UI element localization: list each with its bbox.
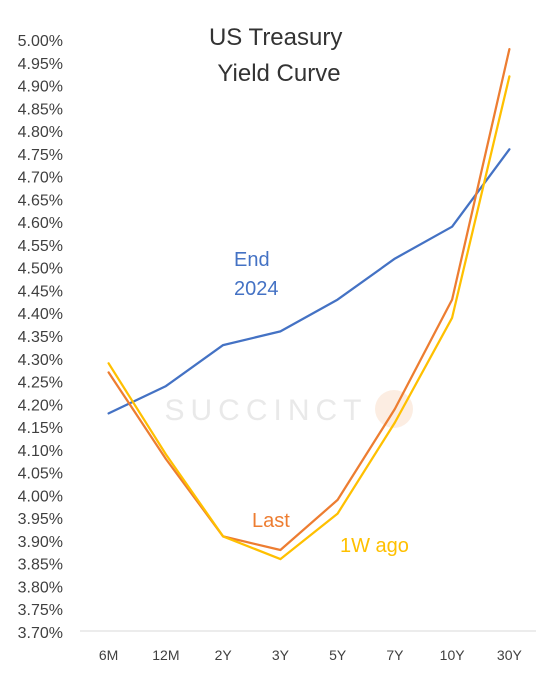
y-tick-label: 4.40% [18,306,63,323]
watermark-text: SUCCINCT [165,394,368,427]
y-tick-label: 4.50% [18,261,63,278]
y-tick-label: 4.10% [18,443,63,460]
x-tick-label: 2Y [215,647,233,663]
y-tick-label: 4.70% [18,170,63,187]
y-axis: 3.70% 3.75% 3.80% 3.85% 3.90% 3.95% 4.00% 4.05%… [18,33,63,642]
series-label-1w-ago: 1W ago [340,535,409,557]
y-tick-label: 4.15% [18,420,63,437]
y-tick-label: 4.35% [18,329,63,346]
x-axis: 6M 12M 2Y 3Y 5Y 7Y 10Y 30Y [80,630,536,663]
x-tick-label: 3Y [272,647,290,663]
series-label-end-2024-line-1: End [234,249,270,271]
y-tick-label: 4.85% [18,101,63,118]
y-tick-label: 4.00% [18,488,63,505]
y-tick-label: 4.60% [18,215,63,232]
y-tick-label: 3.95% [18,511,63,528]
y-tick-label: 4.55% [18,238,63,255]
x-tick-label: 30Y [497,647,523,663]
y-tick-label: 4.45% [18,283,63,300]
chart-title-line-1: US Treasury [209,24,342,51]
chart-title-line-2: Yield Curve [217,60,340,87]
series-line-0 [107,148,511,415]
y-tick-label: 3.90% [18,534,63,551]
watermark: SUCCINCT [165,390,413,428]
x-tick-label: 5Y [329,647,347,663]
y-tick-label: 4.75% [18,147,63,164]
series-layer [107,47,511,561]
y-tick-label: 3.70% [18,625,63,642]
series-line-1 [107,47,511,552]
y-tick-label: 4.05% [18,466,63,483]
y-tick-label: 4.30% [18,352,63,369]
chart-title: US Treasury Yield Curve [209,24,349,87]
x-tick-label: 7Y [386,647,404,663]
series-label-end-2024-line-2: 2024 [234,278,279,300]
y-tick-label: 3.85% [18,557,63,574]
x-tick-label: 6M [99,647,118,663]
x-tick-label: 12M [152,647,179,663]
y-tick-label: 4.65% [18,192,63,209]
y-tick-label: 4.95% [18,56,63,73]
y-tick-label: 4.90% [18,79,63,96]
x-tick-label: 10Y [440,647,466,663]
y-tick-label: 4.80% [18,124,63,141]
y-tick-label: 3.80% [18,579,63,596]
series-label-last: Last [252,510,290,532]
y-tick-label: 3.75% [18,602,63,619]
y-tick-label: 4.25% [18,375,63,392]
series-label-end-2024: End 2024 [234,249,279,300]
y-tick-label: 4.20% [18,397,63,414]
series-line-2 [107,75,511,561]
y-tick-label: 5.00% [18,33,63,50]
